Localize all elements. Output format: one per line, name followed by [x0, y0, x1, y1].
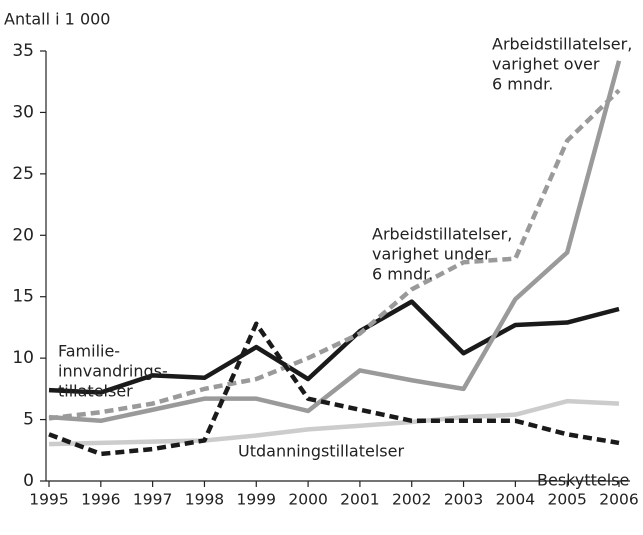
x-tick-label: 1996	[81, 491, 120, 509]
x-tick-label: 1997	[133, 491, 172, 509]
series-line	[48, 88, 621, 421]
series-label: Beskyttelse	[537, 471, 629, 490]
x-tick-label: 2006	[599, 491, 638, 509]
y-axis-label: Antall i 1 000	[4, 10, 110, 29]
series-line	[48, 60, 622, 424]
series-label: Familie-	[58, 342, 120, 361]
series-line	[48, 398, 620, 447]
x-tick-label: 2002	[392, 491, 431, 509]
series-label: varighet under	[372, 245, 491, 264]
y-tick-label: 35	[12, 41, 34, 61]
x-tick-label: 2005	[547, 491, 586, 509]
x-tick-label: 2000	[288, 491, 327, 509]
series-label: 6 mndr.	[492, 75, 553, 94]
series-label: 6 mndr.	[372, 265, 433, 284]
series-label: Utdanningstillatelser	[238, 442, 404, 461]
x-tick-label: 2003	[444, 491, 483, 509]
y-tick-label: 0	[23, 471, 34, 491]
series-label: Arbeidstillatelser,	[492, 35, 632, 54]
x-tick-label: 1995	[29, 491, 68, 509]
x-tick-label: 2004	[496, 491, 535, 509]
x-tick-label: 1999	[237, 491, 276, 509]
y-tick-label: 5	[23, 410, 34, 430]
x-tick-label: 2001	[340, 491, 379, 509]
series-label: Arbeidstillatelser,	[372, 225, 512, 244]
y-tick-label: 10	[12, 348, 34, 368]
series-line	[48, 299, 620, 395]
y-tick-label: 20	[12, 225, 34, 245]
y-tick-label: 15	[12, 287, 34, 307]
y-tick-label: 25	[12, 164, 34, 184]
series-line	[48, 321, 620, 457]
series-label: innvandrings-	[58, 362, 168, 381]
series-label: tillatelser	[58, 382, 133, 401]
series-label: varighet over	[492, 55, 600, 74]
x-tick-label: 1998	[185, 491, 224, 509]
y-tick-label: 30	[12, 102, 34, 122]
